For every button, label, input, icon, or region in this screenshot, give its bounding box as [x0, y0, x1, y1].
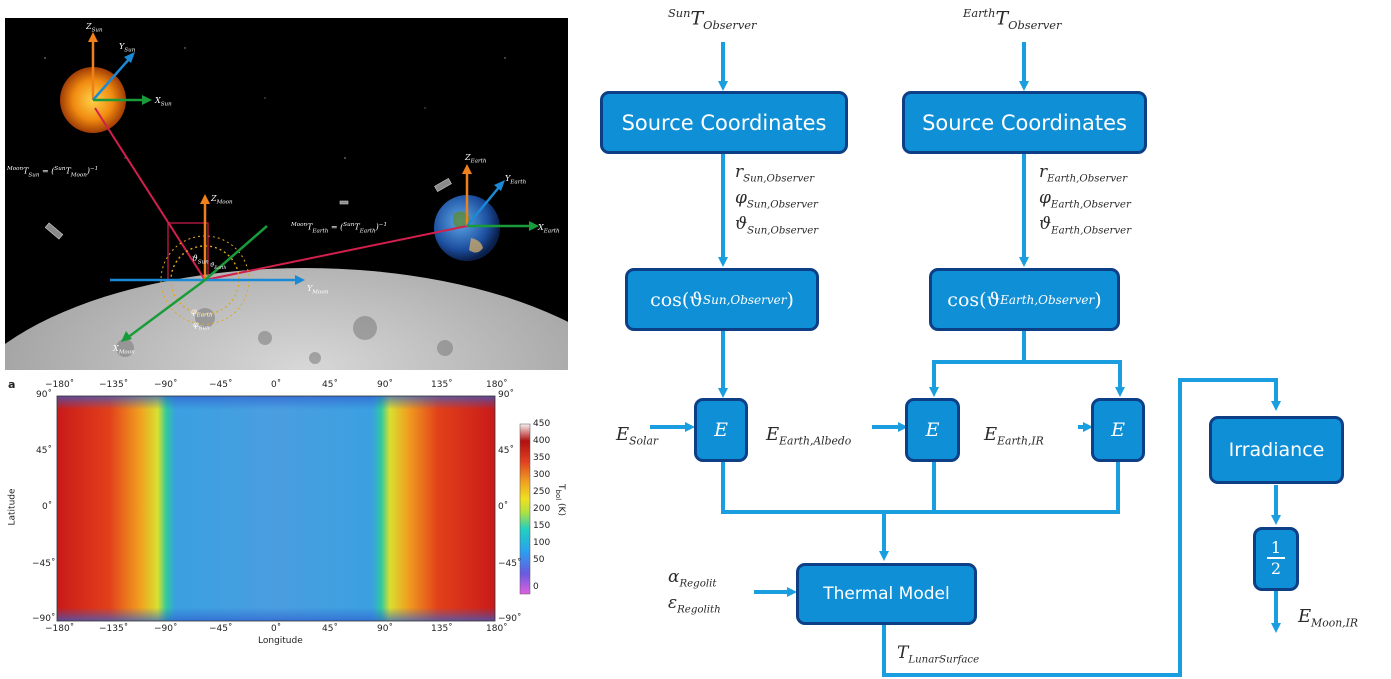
phi-sun-label: φSun	[193, 320, 210, 332]
x-tick-top: 90˚	[377, 380, 393, 390]
thermal-model-box[interactable]: Thermal Model	[796, 563, 977, 625]
x-tick-bottom: 180˚	[486, 624, 508, 634]
y-tick-left: −90˚	[32, 614, 56, 624]
moon-x-label: XMoon	[113, 344, 135, 356]
space-scene-graphics	[5, 32, 568, 370]
x-tick-top: 45˚	[322, 380, 338, 390]
alpha-regolith-input: αRegolit	[668, 567, 717, 590]
e-albedo-input: EEarth,Albedo	[766, 424, 852, 448]
irradiance-box[interactable]: Irradiance	[1209, 416, 1344, 484]
e-albedo-box[interactable]: E	[905, 398, 960, 462]
earth-x-label: XEarth	[538, 223, 560, 235]
param-r-sun: rSun,Observer	[735, 162, 815, 185]
thermal-map-panel: a −180˚ −135˚ −90˚ −45˚ 0˚ 45˚ 90˚ 135˚ …	[0, 372, 570, 679]
y-tick-right: 0˚	[498, 502, 509, 512]
x-tick-bottom: −180˚	[45, 624, 75, 634]
param-theta-earth: ϑEarth,Observer	[1039, 214, 1132, 237]
theta-earth-label: ϑEarth	[210, 262, 227, 271]
sun-x-label: XSun	[155, 96, 172, 108]
colorbar-tick: 50	[533, 555, 545, 565]
x-axis-label: Longitude	[258, 636, 303, 646]
flowchart-connectors	[650, 42, 1281, 677]
e-solar-input: ESolar	[616, 424, 659, 448]
x-tick-top: −90˚	[154, 380, 178, 390]
transform-sun-label: MoonTSun = (SunTMoon)−1	[7, 166, 99, 179]
y-axis-label: Latitude	[7, 488, 18, 526]
colorbar-tick: 150	[533, 521, 551, 531]
e-moon-ir-output: EMoon,IR	[1298, 606, 1358, 630]
panel-label: a	[8, 378, 16, 391]
y-tick-right: 45˚	[498, 446, 514, 456]
input-sun-transform: SunTObserver	[668, 6, 757, 33]
earth	[434, 195, 500, 261]
x-tick-top: 180˚	[486, 380, 508, 390]
x-tick-top: −135˚	[99, 380, 129, 390]
x-tick-bottom: 0˚	[271, 624, 282, 634]
phi-earth-label: φEarth	[191, 307, 213, 319]
cos-theta-earth-box[interactable]: cos(ϑ Earth,Observer)	[929, 268, 1120, 331]
x-tick-bottom: −135˚	[99, 624, 129, 634]
colorbar-tick: 450	[533, 419, 551, 429]
param-r-earth: rEarth,Observer	[1039, 162, 1128, 185]
source-coordinates-sun-box[interactable]: Source Coordinates	[600, 91, 848, 154]
y-tick-left: 45˚	[36, 446, 52, 456]
e-solar-box[interactable]: E	[694, 398, 748, 462]
half-factor-box[interactable]: 1 2	[1253, 527, 1299, 591]
x-tick-bottom: 45˚	[322, 624, 338, 634]
epsilon-regolith-input: εRegolith	[668, 593, 721, 616]
cos-theta-sun-box[interactable]: cos(ϑ Sun,Observer)	[625, 268, 819, 331]
e-ir-input: EEarth,IR	[984, 424, 1044, 448]
param-theta-sun: ϑSun,Observer	[735, 214, 819, 237]
colorbar-tick: 350	[533, 453, 551, 463]
x-tick-bottom: 90˚	[377, 624, 393, 634]
colorbar-tick: 0	[533, 582, 539, 592]
thermal-map-graphics	[56, 395, 531, 622]
colorbar-tick: 300	[533, 470, 551, 480]
param-phi-sun: φSun,Observer	[735, 188, 818, 211]
transform-earth-label: MoonTEarth = (SunTEarth)−1	[291, 222, 388, 235]
half-numerator: 1	[1270, 538, 1282, 557]
moon-z-label: ZMoon	[211, 194, 233, 206]
x-tick-top: 0˚	[271, 380, 282, 390]
moon-y-label: YMoon	[307, 284, 329, 296]
half-denominator: 2	[1270, 559, 1282, 578]
colorbar-tick: 100	[533, 538, 551, 548]
colorbar	[519, 423, 531, 595]
theta-sun-label: ϑSun	[192, 254, 209, 266]
e-ir-box[interactable]: E	[1091, 398, 1145, 462]
y-tick-left: 90˚	[36, 390, 52, 400]
input-earth-transform: EarthTObserver	[963, 6, 1062, 33]
moon-surface	[5, 268, 568, 370]
space-scene: ZSun YSun XSun ZMoon YMoon XMoon ZEarth …	[5, 18, 568, 370]
param-phi-earth: φEarth,Observer	[1039, 188, 1131, 211]
x-tick-bottom: −90˚	[154, 624, 178, 634]
source-coordinates-earth-box[interactable]: Source Coordinates	[902, 91, 1147, 154]
colorbar-tick: 400	[533, 436, 551, 446]
x-tick-bottom: −45˚	[209, 624, 233, 634]
colorbar-label: Tbol (K)	[554, 484, 566, 516]
x-tick-top: −45˚	[209, 380, 233, 390]
flowchart: SunTObserver EarthTObserver Source Coord…	[570, 0, 1391, 679]
earth-y-label: YEarth	[505, 174, 527, 186]
y-tick-right: −90˚	[498, 614, 522, 624]
colorbar-tick: 200	[533, 504, 551, 514]
sun-y-label: YSun	[119, 42, 136, 54]
y-tick-right: −45˚	[498, 559, 522, 569]
colorbar-tick: 250	[533, 487, 551, 497]
y-tick-right: 90˚	[498, 390, 514, 400]
x-tick-bottom: 135˚	[431, 624, 453, 634]
y-tick-left: 0˚	[42, 502, 53, 512]
sun-z-label: ZSun	[86, 22, 103, 34]
y-tick-left: −45˚	[32, 559, 56, 569]
x-tick-top: −180˚	[45, 380, 75, 390]
t-lunar-surface-label: TLunarSurface	[897, 643, 980, 666]
earth-z-label: ZEarth	[465, 153, 487, 165]
x-tick-top: 135˚	[431, 380, 453, 390]
